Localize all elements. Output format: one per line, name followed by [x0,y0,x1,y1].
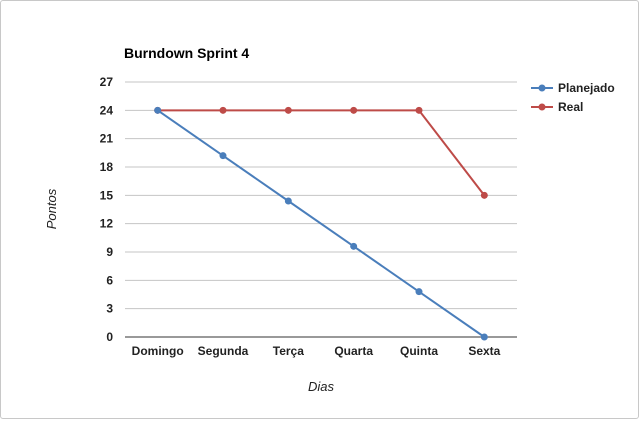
series-planejado [154,106,488,341]
legend-label: Planejado [558,81,615,95]
y-tick-label: 9 [106,245,113,259]
y-tick-label: 3 [106,302,113,316]
y-tick-label: 6 [106,273,113,287]
chart-title: Burndown Sprint 4 [124,45,249,61]
y-tick-label: 0 [106,330,113,344]
data-point [219,152,227,160]
data-point [350,106,358,114]
data-point [219,106,227,114]
y-tick-labels: 0 3 6 9 12 15 18 21 24 27 [100,75,114,344]
legend-item-real: Real [531,100,583,114]
data-point [284,106,292,114]
y-tick-label: 15 [100,188,114,202]
y-tick-label: 21 [100,132,114,146]
x-tick-label: Terça [273,344,304,358]
data-point [284,197,292,205]
data-point [480,333,488,341]
data-point [415,106,423,114]
series-line [157,109,485,338]
data-point [415,288,423,296]
legend-point-marker [538,84,546,92]
x-axis-label: Dias [308,379,335,394]
legend-point-marker [538,103,546,111]
y-tick-label: 12 [100,217,114,231]
y-axis-label: Pontos [44,188,59,229]
x-tick-labels: Domingo Segunda Terça Quarta Quinta Sexta [132,344,501,358]
x-tick-label: Sexta [468,344,500,358]
x-tick-label: Domingo [132,344,184,358]
series-lines [154,106,488,341]
series-line [157,109,486,196]
legend: Planejado Real [531,81,615,114]
series-real [154,106,488,199]
legend-item-planejado: Planejado [531,81,615,95]
x-tick-label: Segunda [198,344,249,358]
y-tick-label: 18 [100,160,114,174]
legend-label: Real [558,100,583,114]
y-tick-label: 24 [100,103,114,117]
data-point [154,106,162,114]
data-point [350,242,358,250]
x-tick-label: Quarta [334,344,373,358]
grid-lines [125,81,517,310]
x-tick-label: Quinta [400,344,438,358]
data-point [480,191,488,199]
y-tick-label: 27 [100,75,114,89]
